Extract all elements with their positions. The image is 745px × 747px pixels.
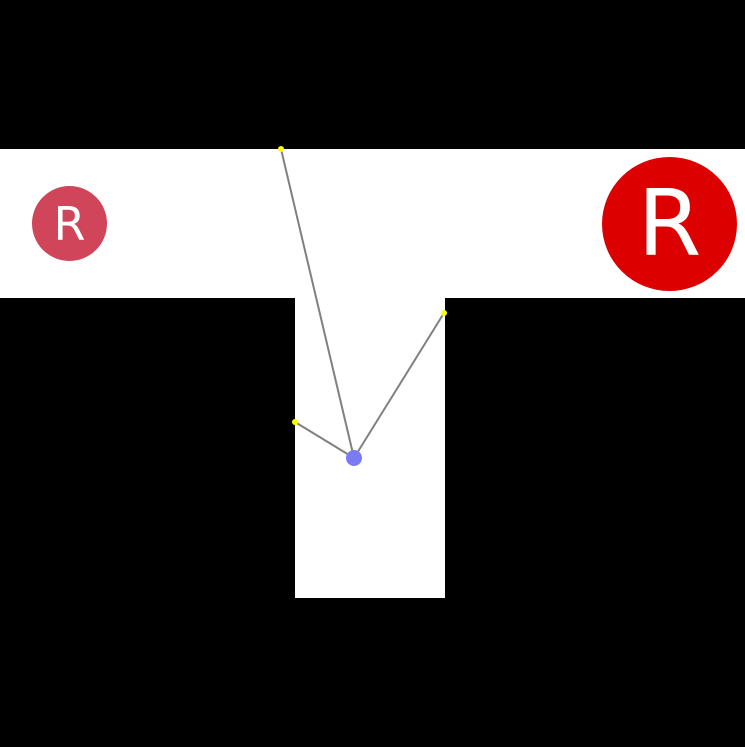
sensor-ray-left [294,421,355,459]
ray-hit-point-up [278,146,284,152]
agent [346,450,362,466]
small-r-marker-label: R [53,196,86,251]
sensor-ray-right [353,312,445,459]
small-r-marker: R [32,186,107,261]
vertical-corridor [295,297,445,598]
large-r-marker: R [602,157,737,291]
large-r-marker-label: R [637,170,702,277]
ray-hit-point-left [292,419,298,425]
ray-hit-point-right [441,310,447,316]
sensor-ray-up [280,148,355,459]
